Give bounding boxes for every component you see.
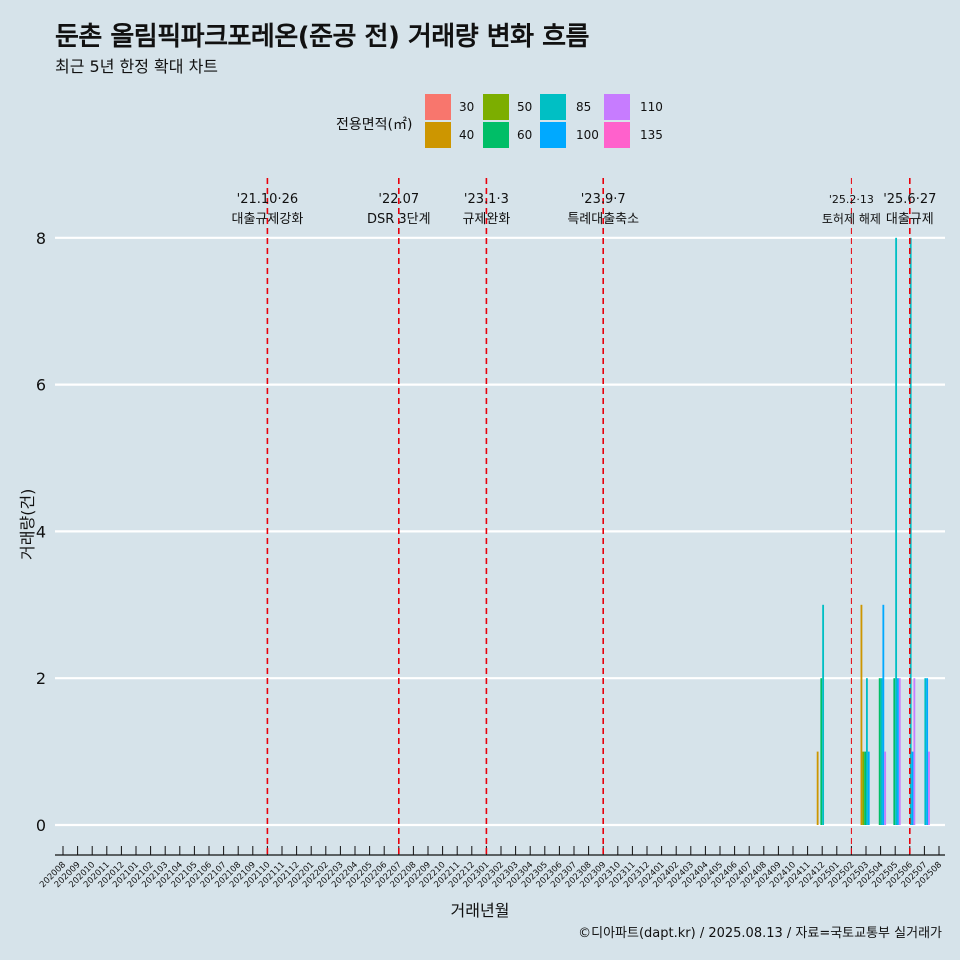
legend-label-110: 110 <box>640 100 663 114</box>
event-label: 토허제 해제 <box>822 212 881 226</box>
bar-202506-100 <box>911 751 914 825</box>
bar-202503-50 <box>862 751 865 825</box>
chart-subtitle: 최근 5년 한정 확대 차트 <box>55 57 219 76</box>
bar-202507-100 <box>926 678 929 825</box>
legend-label-60: 60 <box>517 128 533 142</box>
legend-swatch-50 <box>483 94 509 120</box>
y-tick-label: 2 <box>36 669 46 688</box>
bar-202507-85 <box>924 678 927 825</box>
legend-swatch-85 <box>540 94 566 120</box>
bar-202504-110 <box>884 751 887 825</box>
chart-title: 둔촌 올림픽파크포레온(준공 전) 거래량 변화 흐름 <box>55 22 589 52</box>
y-tick-label: 4 <box>36 522 46 541</box>
legend-title: 전용면적(㎡) <box>336 117 413 133</box>
bar-202505-85 <box>895 237 898 826</box>
legend: 전용면적(㎡) 30 40 50 60 85 100 110 135 <box>336 92 676 152</box>
y-tick-label: 0 <box>36 816 46 835</box>
legend-label-30: 30 <box>459 100 475 114</box>
event-date: '25.2·13 <box>829 193 874 206</box>
legend-swatch-135 <box>604 122 630 148</box>
bar-202412-40 <box>816 751 819 825</box>
legend-label-135: 135 <box>640 128 663 142</box>
bar-202503-60 <box>864 751 866 825</box>
bar-202504-60 <box>878 678 881 825</box>
source-caption: ©디아파트(dapt.kr) / 2025.08.13 / 자료=국토교통부 실… <box>578 926 942 941</box>
legend-swatch-110 <box>604 94 630 120</box>
bar-202503-100 <box>867 751 870 825</box>
legend-swatch-40 <box>425 122 451 148</box>
legend-label-85: 85 <box>576 100 592 114</box>
bar-202504-85 <box>880 678 883 825</box>
bar-202503-85 <box>866 678 868 825</box>
event-date: '21.10·26 <box>237 192 298 207</box>
legend-label-100: 100 <box>576 128 599 142</box>
x-axis-label: 거래년월 <box>450 901 510 920</box>
event-label: DSR 3단계 <box>367 212 431 227</box>
event-date: '23.1·3 <box>464 192 509 207</box>
bar-202505-100 <box>897 678 899 825</box>
event-label: 대출규제강화 <box>232 212 304 227</box>
bar-202412-60 <box>820 678 823 825</box>
legend-swatch-30 <box>425 94 451 120</box>
legend-label-40: 40 <box>459 128 475 142</box>
bar-202503-40 <box>860 604 863 825</box>
bar-202506-110 <box>913 678 916 825</box>
event-date: '23.9·7 <box>581 192 626 207</box>
y-axis-label: 거래량(건) <box>18 488 37 560</box>
legend-label-50: 50 <box>517 100 533 114</box>
bar-202505-110 <box>898 678 901 825</box>
y-tick-label: 8 <box>36 229 46 248</box>
bar-202412-85 <box>822 604 825 825</box>
bar-202505-60 <box>893 678 896 825</box>
event-date: '25.6·27 <box>883 192 936 207</box>
event-date: '22.07 <box>378 192 419 207</box>
event-label: 대출규제 <box>886 212 934 227</box>
legend-swatch-100 <box>540 122 566 148</box>
bar-202504-100 <box>882 604 885 825</box>
bar-202507-110 <box>928 751 930 825</box>
y-tick-label: 6 <box>36 376 46 395</box>
legend-swatch-60 <box>483 122 509 148</box>
event-label: 규제완화 <box>462 212 510 227</box>
event-label: 특례대출축소 <box>567 212 639 227</box>
bar-202506-85 <box>909 237 912 826</box>
